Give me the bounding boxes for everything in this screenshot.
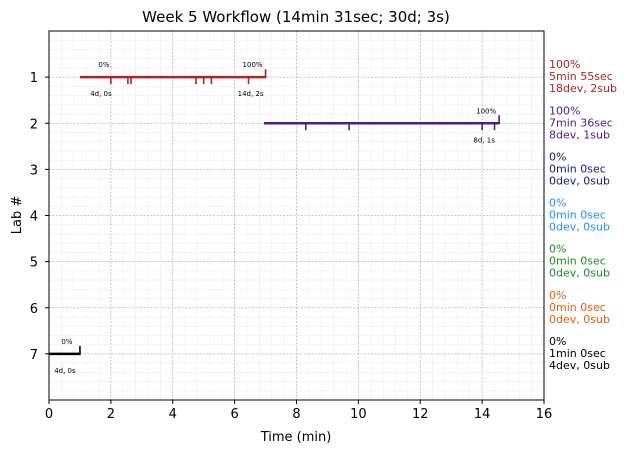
y-tick-label: 5 [30, 256, 38, 271]
lab-4-summary-line: 0% [549, 197, 566, 210]
lab-5-summary-line: 0min 0sec [549, 255, 606, 268]
lab-7-summary-line: 4dev, 0sub [549, 359, 610, 372]
lab-bars: 0% 4d, 0s 100% 14d, 2s 100% 8d, 1s 0% 4d, 0s [49, 61, 500, 375]
lab-1-summary-line: 5min 55sec [549, 70, 613, 83]
lab-6-summary-line: 0dev, 0sub [549, 313, 610, 326]
y-tick-label: 2 [30, 117, 38, 132]
x-tick-label: 12 [412, 407, 429, 422]
lab-1-end-stats: 14d, 2s [238, 90, 264, 98]
lab-1-start-percent: 0% [98, 61, 109, 69]
lab-1-summary-line: 100% [549, 58, 580, 71]
lab-7-end-stats: 4d, 0s [54, 367, 76, 375]
lab-6-summary-line: 0% [549, 289, 566, 302]
x-tick-label: 0 [45, 407, 53, 422]
x-tick-label: 14 [474, 407, 491, 422]
lab-6-summary-line: 0min 0sec [549, 301, 606, 314]
x-tick-label: 16 [536, 407, 553, 422]
x-tick-label: 10 [350, 407, 367, 422]
y-tick-label: 6 [30, 302, 38, 317]
lab-5-summary-line: 0% [549, 243, 566, 256]
lab-7-summary-line: 1min 0sec [549, 347, 606, 360]
lab-7-end-percent: 0% [61, 338, 72, 346]
lab-4-summary-line: 0min 0sec [549, 209, 606, 222]
lab-5-summary-line: 0dev, 0sub [549, 267, 610, 280]
lab-1-end-percent: 100% [243, 61, 263, 69]
lab-2-summary-line: 8dev, 1sub [549, 128, 610, 141]
y-tick-label: 7 [30, 348, 38, 363]
lab-2-end-percent: 100% [476, 107, 496, 115]
lab-3-summary-line: 0min 0sec [549, 162, 606, 175]
lab-2-summary-line: 100% [549, 104, 580, 117]
y-tick-label: 3 [30, 163, 38, 178]
lab-4-summary-line: 0dev, 0sub [549, 221, 610, 234]
x-tick-label: 6 [230, 407, 238, 422]
lab-3-summary-line: 0% [549, 150, 566, 163]
y-tick-label: 1 [30, 71, 38, 86]
lab-1-summary-line: 18dev, 2sub [549, 82, 617, 95]
y-tick-label: 4 [30, 210, 38, 225]
y-axis-label: Lab # [10, 196, 25, 235]
lab-2-end-stats: 8d, 1s [473, 136, 495, 144]
lab-1-start-stats: 4d, 0s [90, 90, 112, 98]
chart-title: Week 5 Workflow (14min 31sec; 30d; 3s) [142, 8, 450, 26]
x-axis-label: Time (min) [260, 430, 332, 445]
lab-7-summary-line: 0% [549, 335, 566, 348]
x-tick-label: 2 [107, 407, 115, 422]
lab-3-summary-line: 0dev, 0sub [549, 174, 610, 187]
x-tick-label: 8 [292, 407, 300, 422]
x-tick-label: 4 [169, 407, 177, 422]
grid [48, 30, 545, 401]
lab-2-summary-line: 7min 36sec [549, 116, 613, 129]
